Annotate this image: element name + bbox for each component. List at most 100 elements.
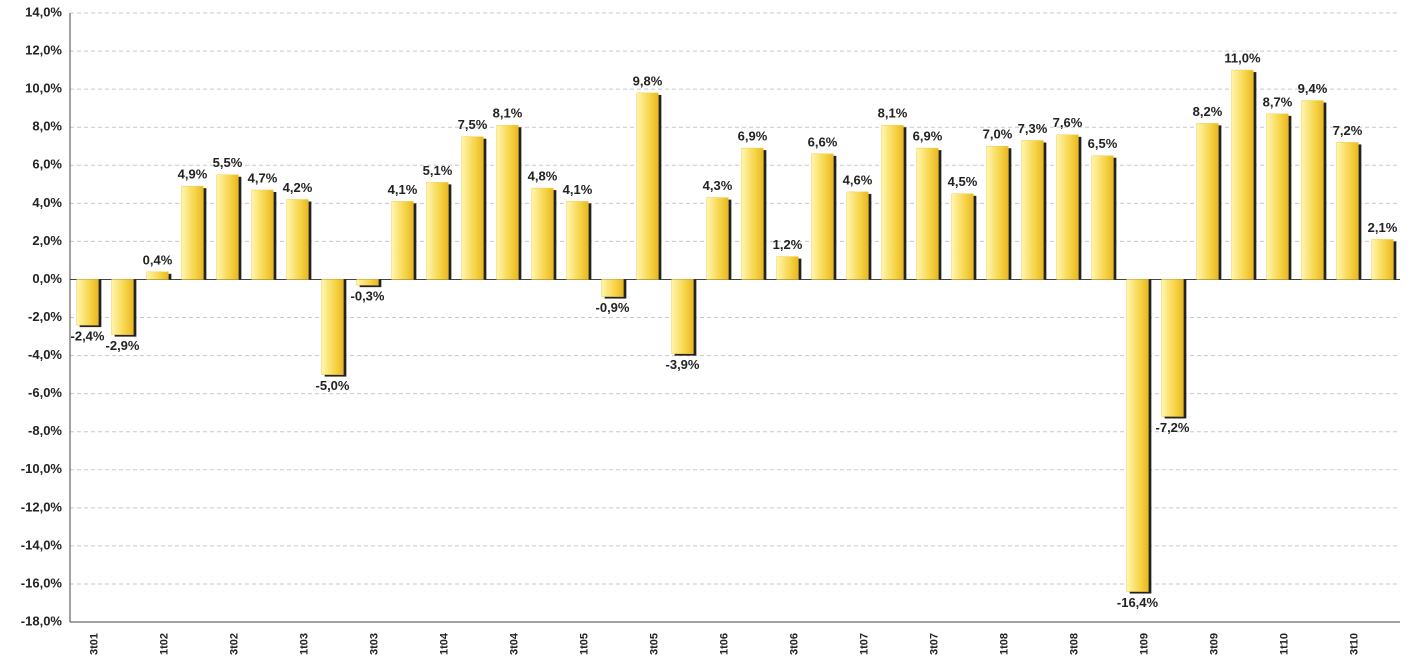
- bar: [1196, 123, 1219, 280]
- bar: [1371, 239, 1394, 280]
- x-tick-label: 3t08: [1068, 633, 1080, 655]
- bar: [811, 153, 834, 280]
- bar: [1161, 279, 1184, 417]
- y-tick-label: 0,0%: [32, 271, 62, 286]
- x-tick-label: 3t03: [368, 633, 380, 655]
- bar: [566, 201, 589, 280]
- bar: [1126, 279, 1149, 592]
- value-label: -5,0%: [316, 378, 350, 393]
- bar: [531, 187, 554, 280]
- bar: [1091, 155, 1114, 280]
- value-label: 7,0%: [983, 127, 1013, 142]
- bar: [321, 279, 344, 375]
- y-tick-label: -4,0%: [28, 347, 62, 362]
- bar: [671, 279, 694, 354]
- bar: [1301, 100, 1324, 280]
- bar: [1231, 69, 1254, 280]
- bar: [916, 147, 939, 280]
- bar: [216, 174, 239, 280]
- value-label: 7,5%: [458, 117, 488, 132]
- value-label: 2,1%: [1368, 220, 1398, 235]
- bar: [76, 279, 99, 326]
- y-tick-label: 2,0%: [32, 233, 62, 248]
- value-label: 8,1%: [493, 106, 523, 121]
- value-label: -2,4%: [71, 329, 105, 344]
- value-label: 9,8%: [633, 73, 663, 88]
- x-tick-label: 1t08: [998, 633, 1010, 655]
- x-tick-label: 3t07: [928, 633, 940, 655]
- bar: [251, 189, 274, 280]
- x-tick-label: 1t07: [858, 633, 870, 655]
- value-label: 1,2%: [773, 237, 803, 252]
- value-label: 6,5%: [1088, 136, 1118, 151]
- bar: [1266, 113, 1289, 280]
- value-label: 4,8%: [528, 169, 558, 184]
- y-tick-label: 8,0%: [32, 119, 62, 134]
- value-label: 9,4%: [1298, 81, 1328, 96]
- bar: [286, 199, 309, 280]
- value-label: 4,1%: [563, 182, 593, 197]
- bar: [846, 191, 869, 280]
- value-label: 4,2%: [283, 180, 313, 195]
- value-label: 4,6%: [843, 172, 873, 187]
- y-tick-label: -18,0%: [21, 613, 63, 628]
- x-tick-label: 3t06: [788, 633, 800, 655]
- y-tick-label: 10,0%: [25, 81, 62, 96]
- y-tick-label: -2,0%: [28, 309, 62, 324]
- x-tick-label: 1t09: [1138, 633, 1150, 655]
- value-label: 4,7%: [248, 170, 278, 185]
- value-label: 6,9%: [913, 129, 943, 144]
- y-tick-label: 14,0%: [25, 4, 62, 19]
- bar: [1021, 140, 1044, 280]
- value-label: 5,1%: [423, 163, 453, 178]
- x-tick-label: 3t10: [1348, 633, 1360, 655]
- bar: [461, 136, 484, 280]
- x-tick-label: 3t09: [1208, 633, 1220, 655]
- x-tick-label: 1t03: [298, 633, 310, 655]
- y-tick-label: -12,0%: [21, 499, 63, 514]
- bar: [636, 92, 659, 280]
- bar: [741, 147, 764, 280]
- value-label: 4,1%: [388, 182, 418, 197]
- value-label: -7,2%: [1156, 420, 1190, 435]
- value-label: 8,7%: [1263, 94, 1293, 109]
- y-tick-label: 12,0%: [25, 43, 62, 58]
- value-label: 6,6%: [808, 134, 838, 149]
- bar: [1056, 134, 1079, 280]
- y-tick-label: -14,0%: [21, 537, 63, 552]
- value-label: 8,2%: [1193, 104, 1223, 119]
- value-label: 7,2%: [1333, 123, 1363, 138]
- value-label: 5,5%: [213, 155, 243, 170]
- value-label: 7,3%: [1018, 121, 1048, 136]
- x-tick-label: 3t04: [508, 632, 520, 655]
- bar: [881, 125, 904, 280]
- bar: [356, 279, 379, 286]
- bar: [496, 125, 519, 280]
- value-label: -0,3%: [351, 289, 385, 304]
- value-label: 6,9%: [738, 129, 768, 144]
- x-tick-label: 3t01: [88, 633, 100, 655]
- bar: [1336, 142, 1359, 280]
- y-tick-label: -6,0%: [28, 385, 62, 400]
- y-tick-label: -8,0%: [28, 423, 62, 438]
- y-tick-label: -16,0%: [21, 575, 63, 590]
- value-label: -16,4%: [1117, 595, 1159, 610]
- bar: [706, 197, 729, 280]
- value-label: 4,3%: [703, 178, 733, 193]
- x-tick-label: 1t02: [158, 633, 170, 655]
- value-label: 4,5%: [948, 174, 978, 189]
- x-tick-label: 1t05: [578, 633, 590, 655]
- y-tick-label: 4,0%: [32, 195, 62, 210]
- y-tick-label: 6,0%: [32, 157, 62, 172]
- bar: [426, 182, 449, 280]
- x-tick-label: 3t02: [228, 633, 240, 655]
- bar: [951, 193, 974, 280]
- value-label: 4,9%: [178, 167, 208, 182]
- x-tick-label: 3t05: [648, 633, 660, 655]
- bar: [391, 201, 414, 280]
- bar: [181, 185, 204, 280]
- bar: [601, 279, 624, 297]
- x-tick-label: 1t06: [718, 633, 730, 655]
